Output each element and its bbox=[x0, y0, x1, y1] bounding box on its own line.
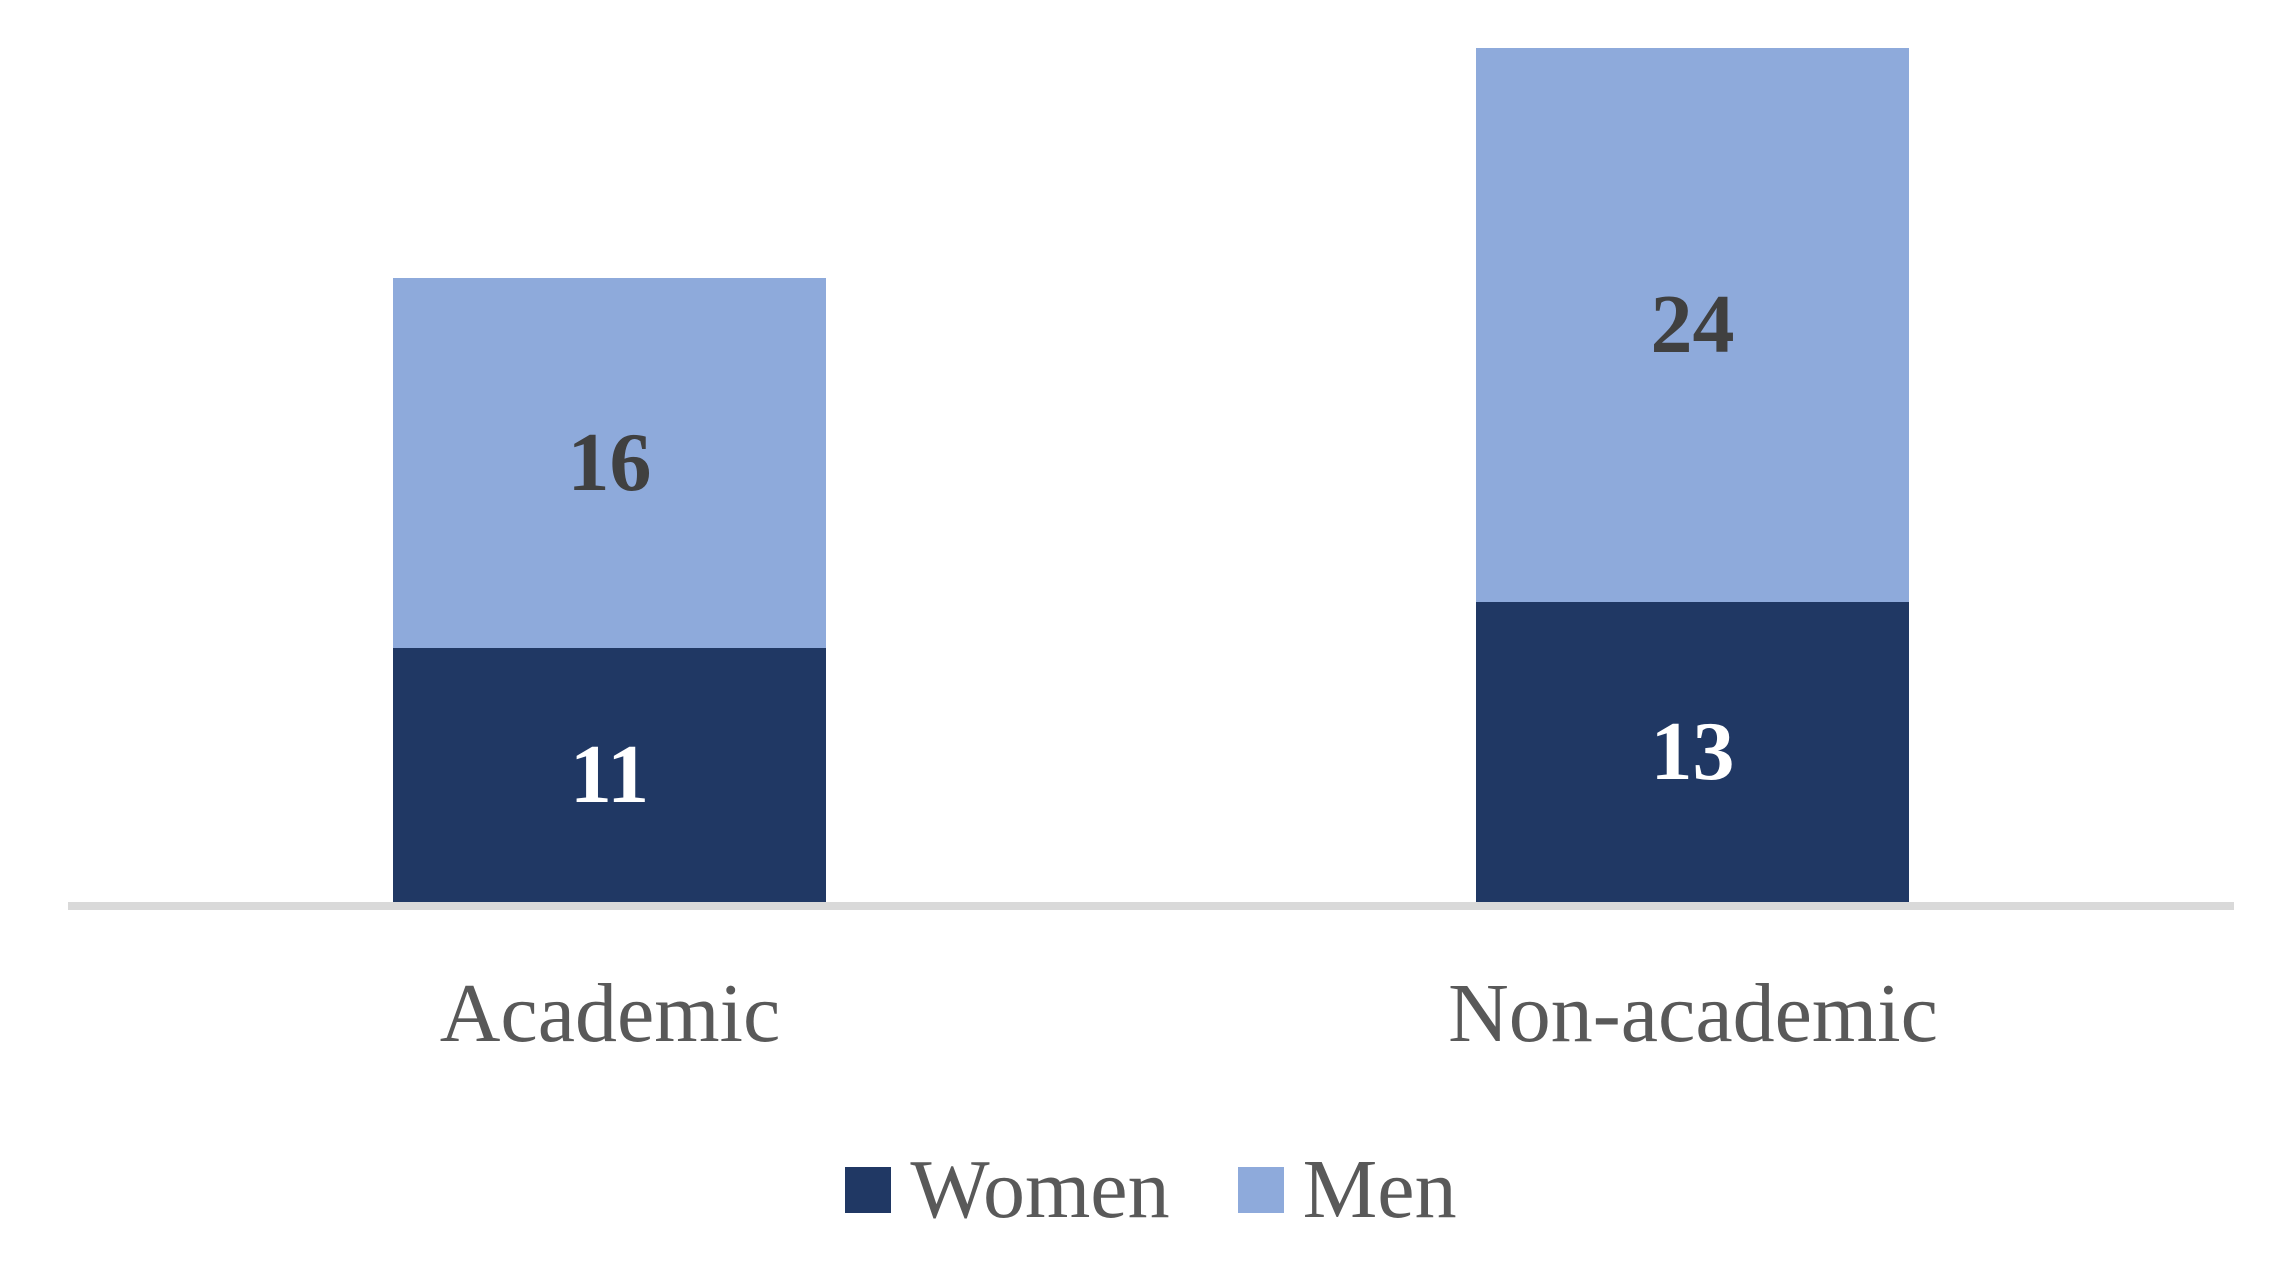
bar-non-academic-men-segment[interactable]: 24 bbox=[1476, 48, 1909, 602]
legend-label-men: Men bbox=[1302, 1143, 1457, 1236]
bar-non-academic-women-segment[interactable]: 13 bbox=[1476, 602, 1909, 902]
legend-item-men[interactable]: Men bbox=[1237, 1143, 1457, 1236]
category-label-academic: Academic bbox=[439, 967, 781, 1060]
x-axis-line bbox=[68, 902, 2234, 910]
bar-academic[interactable]: 16 11 bbox=[393, 278, 826, 902]
legend-label-women: Women bbox=[910, 1143, 1170, 1236]
bar-academic-women-segment[interactable]: 11 bbox=[393, 648, 826, 902]
value-label-academic-women: 11 bbox=[569, 728, 650, 821]
bar-academic-men-segment[interactable]: 16 bbox=[393, 278, 826, 648]
legend: Women Men bbox=[68, 1148, 2234, 1232]
category-label-non-academic: Non-academic bbox=[1448, 967, 1938, 1060]
legend-swatch-women-icon bbox=[845, 1167, 892, 1213]
legend-swatch-men-icon bbox=[1237, 1167, 1284, 1213]
legend-item-women[interactable]: Women bbox=[845, 1143, 1170, 1236]
value-label-academic-men: 16 bbox=[567, 416, 652, 509]
bar-non-academic[interactable]: 24 13 bbox=[1476, 48, 1909, 902]
value-label-non-academic-men: 24 bbox=[1650, 278, 1735, 371]
value-label-non-academic-women: 13 bbox=[1650, 705, 1735, 798]
